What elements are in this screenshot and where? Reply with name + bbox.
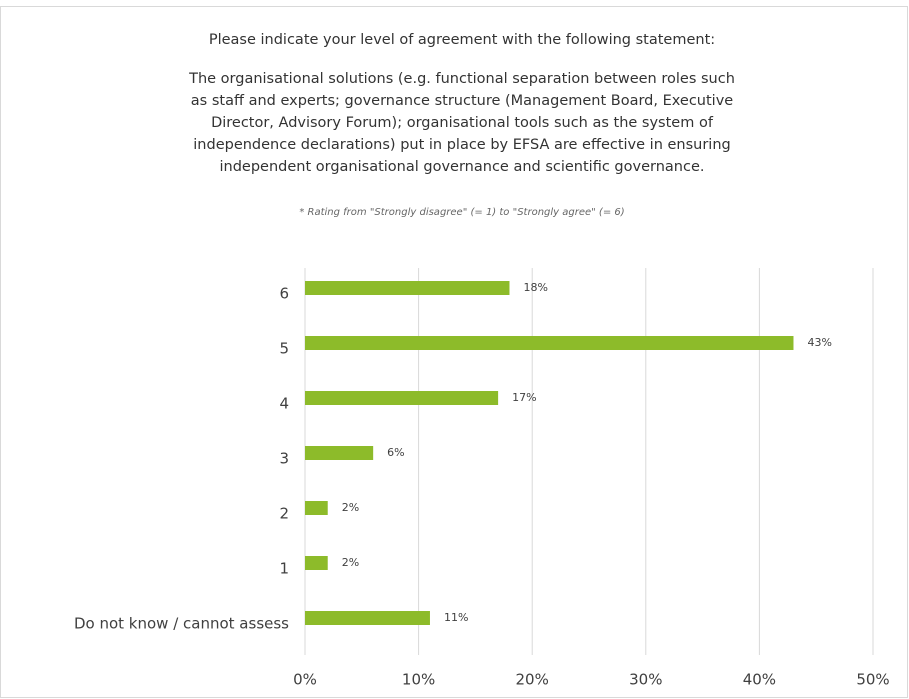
chart-subtitle: * Rating from "Strongly disagree" (= 1) … [299,207,624,218]
value-label: 2% [342,556,359,569]
y-tick-label: 3 [279,450,289,468]
chart-title: Please indicate your level of agreement … [209,32,715,48]
x-tick-label: 20% [516,671,549,689]
bar [305,281,510,295]
bar [305,446,374,460]
y-tick-label: Do not know / cannot assess [74,615,289,633]
y-tick-label: 5 [279,340,289,358]
bar [305,501,328,515]
value-label: 6% [387,446,404,459]
statement-line: as staff and experts; governance structu… [191,93,733,109]
value-label: 43% [807,336,831,349]
x-tick-label: 40% [743,671,776,689]
value-label: 11% [444,611,468,624]
value-label: 2% [342,501,359,514]
chart-frame [0,6,908,698]
statement-line: The organisational solutions (e.g. funct… [188,71,735,87]
x-tick-label: 10% [402,671,435,689]
value-label: 17% [512,391,536,404]
bar [305,336,794,350]
x-tick-label: 30% [629,671,662,689]
y-tick-label: 6 [279,285,289,303]
y-tick-label: 2 [279,505,289,523]
bar [305,391,499,405]
y-tick-label: 1 [279,560,289,578]
y-tick-label: 4 [279,395,289,413]
statement-line: Director, Advisory Forum); organisationa… [211,115,714,131]
statement-line: independent organisational governance an… [220,159,705,175]
x-tick-label: 50% [856,671,889,689]
x-tick-label: 0% [293,671,317,689]
bar [305,556,328,570]
statement-line: independence declarations) put in place … [193,137,730,153]
value-label: 18% [523,281,547,294]
bar [305,611,430,625]
